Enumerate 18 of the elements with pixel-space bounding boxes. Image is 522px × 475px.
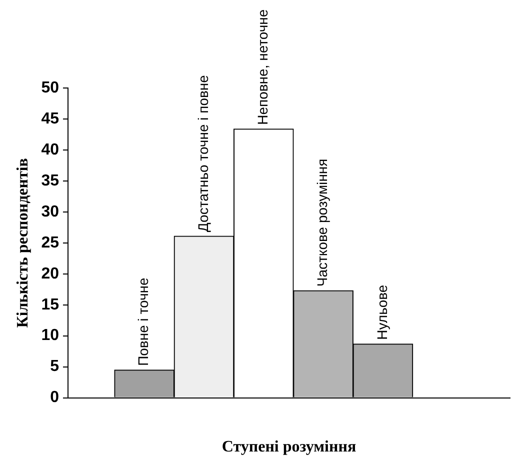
y-tick-label: 15	[41, 296, 60, 314]
y-tick-label: 50	[41, 79, 60, 96]
y-tick-label: 20	[41, 265, 60, 282]
x-tick-label: Повне і точне	[135, 277, 152, 366]
y-tick-label: 10	[41, 327, 60, 344]
x-axis-title: Ступені розуміння	[222, 438, 356, 456]
y-tick-label: 35	[41, 172, 60, 190]
x-tick-label: Нульове	[374, 284, 390, 340]
y-tick-label: 40	[41, 141, 60, 158]
y-tick-label: 5	[50, 358, 60, 376]
y-tick-label: 0	[50, 389, 60, 406]
y-tick-label: 30	[41, 203, 60, 220]
x-tick-label: Неповне, неточне	[254, 9, 270, 125]
y-axis-title: Кількість респондентів	[14, 158, 32, 328]
y-tick-label: 45	[41, 110, 60, 128]
x-tick-label: Часткове розуміння	[314, 158, 330, 287]
y-tick-label: 25	[41, 234, 60, 252]
x-tick-label: Достатньо точне і повне	[194, 74, 211, 232]
